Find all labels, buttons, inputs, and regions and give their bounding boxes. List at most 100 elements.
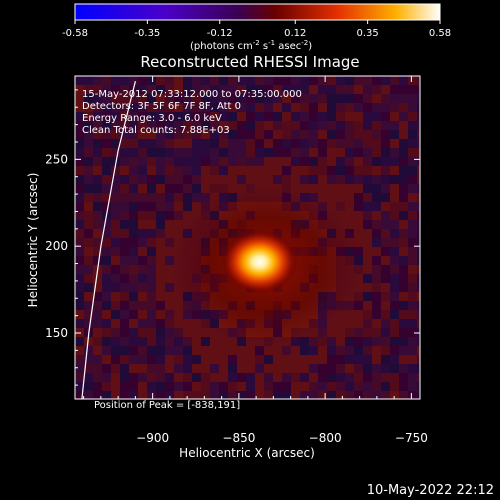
heatmap-cell <box>75 76 84 85</box>
heatmap-cell <box>354 382 363 391</box>
heatmap-cell <box>372 94 381 103</box>
heatmap-cell <box>147 121 156 130</box>
heatmap-cell <box>129 292 138 301</box>
heatmap-cell <box>120 373 129 382</box>
heatmap-cell <box>210 337 219 346</box>
heatmap-cell <box>390 175 399 184</box>
heatmap-cell <box>309 121 318 130</box>
heatmap-cell <box>417 139 420 148</box>
heatmap-cell <box>93 301 102 310</box>
heatmap-cell <box>282 148 291 157</box>
colorbar-unit-label: (photons cm-2 s-1 asec-2) <box>190 39 312 52</box>
heatmap-cell <box>399 139 408 148</box>
heatmap-cell <box>183 319 192 328</box>
heatmap-cell <box>93 292 102 301</box>
heatmap-cell <box>309 337 318 346</box>
heatmap-cell <box>102 247 111 256</box>
heatmap-cell <box>93 319 102 328</box>
heatmap-cell <box>408 112 417 121</box>
heatmap-cell <box>336 319 345 328</box>
heatmap-cell <box>210 121 219 130</box>
heatmap-cell <box>111 319 120 328</box>
heatmap-cell <box>192 175 201 184</box>
heatmap-cell <box>237 364 246 373</box>
heatmap-cell <box>201 382 210 391</box>
heatmap-cell <box>399 76 408 85</box>
heatmap-cell <box>219 121 228 130</box>
heatmap-cell <box>246 148 255 157</box>
heatmap-cell <box>309 112 318 121</box>
heatmap-cell <box>318 148 327 157</box>
heatmap-cell <box>417 94 420 103</box>
heatmap-cell <box>102 202 111 211</box>
heatmap-cell <box>381 211 390 220</box>
heatmap-cell <box>372 319 381 328</box>
heatmap-cell <box>408 247 417 256</box>
heatmap-cell <box>165 148 174 157</box>
heatmap-cell <box>174 346 183 355</box>
heatmap-cell <box>390 274 399 283</box>
heatmap-cell <box>75 337 84 346</box>
heatmap-cell <box>138 292 147 301</box>
heatmap-cell <box>138 355 147 364</box>
heatmap-cell <box>120 337 129 346</box>
heatmap-cell <box>345 148 354 157</box>
heatmap-cell <box>75 373 84 382</box>
heatmap-cell <box>147 310 156 319</box>
heatmap-cell <box>120 103 129 112</box>
heatmap-cell <box>372 229 381 238</box>
heatmap-cell <box>237 382 246 391</box>
heatmap-cell <box>102 85 111 94</box>
heatmap-cell <box>417 274 420 283</box>
heatmap-cell <box>120 310 129 319</box>
heatmap-cell <box>93 391 102 399</box>
heatmap-cell <box>174 130 183 139</box>
heatmap-cell <box>93 76 102 85</box>
heatmap-cell <box>93 157 102 166</box>
heatmap-cell <box>75 265 84 274</box>
heatmap-cell <box>381 364 390 373</box>
heatmap-cell <box>237 391 246 399</box>
heatmap-cell <box>417 310 420 319</box>
heatmap-cell <box>381 328 390 337</box>
heatmap-cell <box>192 166 201 175</box>
heatmap-cell <box>84 166 93 175</box>
heatmap-cell <box>273 355 282 364</box>
heatmap-cell <box>156 193 165 202</box>
heatmap-cell <box>120 247 129 256</box>
heatmap-cell <box>75 283 84 292</box>
heatmap-cell <box>390 76 399 85</box>
heatmap-cell <box>237 85 246 94</box>
heatmap-cell <box>345 301 354 310</box>
heatmap-cell <box>183 148 192 157</box>
heatmap-cell <box>363 193 372 202</box>
heatmap-cell <box>237 103 246 112</box>
heatmap-cell <box>111 391 120 399</box>
heatmap-cell <box>156 337 165 346</box>
heatmap-cell <box>93 229 102 238</box>
heatmap-cell <box>282 85 291 94</box>
heatmap-cell <box>300 139 309 148</box>
heatmap-cell <box>210 103 219 112</box>
heatmap-cell <box>165 310 174 319</box>
heatmap-cell <box>408 337 417 346</box>
heatmap-cell <box>201 346 210 355</box>
heatmap-cell <box>381 85 390 94</box>
heatmap-cell <box>282 121 291 130</box>
heatmap-cell <box>408 292 417 301</box>
heatmap-cell <box>390 346 399 355</box>
heatmap-cell <box>138 247 147 256</box>
heatmap-cell <box>363 364 372 373</box>
heatmap-cell <box>219 130 228 139</box>
heatmap-cell <box>291 76 300 85</box>
heatmap-cell <box>129 274 138 283</box>
heatmap-cell <box>408 355 417 364</box>
heatmap-cell <box>408 256 417 265</box>
heatmap-cell <box>93 328 102 337</box>
annotation-clean: Clean Total counts: 7.88E+03 <box>82 125 230 136</box>
heatmap-cell <box>372 310 381 319</box>
heatmap-cell <box>372 346 381 355</box>
heatmap-cell <box>129 283 138 292</box>
heatmap-cell <box>147 256 156 265</box>
heatmap-cell <box>183 76 192 85</box>
